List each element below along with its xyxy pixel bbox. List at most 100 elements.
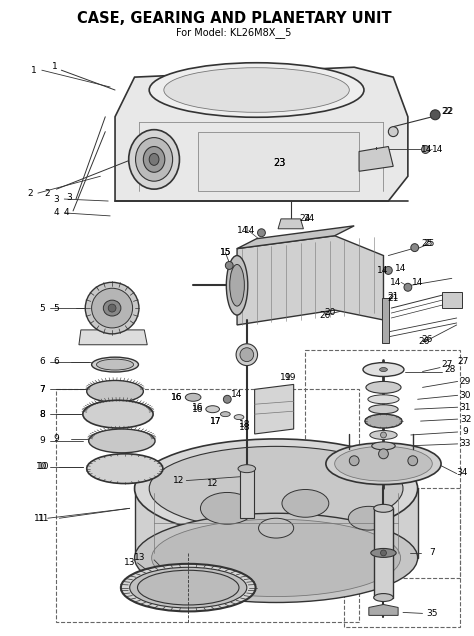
Circle shape	[381, 550, 386, 556]
Text: 11: 11	[34, 514, 46, 523]
Text: 16: 16	[192, 404, 204, 413]
Bar	[382, 298, 389, 343]
Ellipse shape	[326, 443, 441, 485]
Circle shape	[384, 266, 392, 274]
Ellipse shape	[152, 519, 401, 597]
Ellipse shape	[89, 429, 155, 453]
Text: 9: 9	[39, 436, 45, 445]
Bar	[345, 488, 460, 627]
Text: 14: 14	[377, 266, 388, 275]
Polygon shape	[369, 604, 398, 616]
Text: 33: 33	[460, 439, 471, 448]
Text: 8: 8	[39, 410, 45, 418]
Circle shape	[408, 456, 418, 466]
Ellipse shape	[226, 256, 248, 315]
Ellipse shape	[368, 395, 399, 404]
Text: 35: 35	[427, 609, 438, 618]
Text: 15: 15	[219, 248, 231, 257]
Circle shape	[430, 110, 440, 120]
Text: 17: 17	[210, 417, 221, 425]
Ellipse shape	[91, 357, 138, 372]
Text: CASE, GEARING AND PLANETARY UNIT: CASE, GEARING AND PLANETARY UNIT	[77, 11, 392, 26]
Ellipse shape	[220, 411, 230, 417]
Text: 8: 8	[39, 410, 45, 418]
Bar	[305, 350, 460, 577]
Text: 3: 3	[54, 195, 59, 204]
Polygon shape	[255, 384, 294, 434]
Polygon shape	[135, 488, 418, 558]
Text: 19: 19	[280, 373, 292, 382]
Text: 1: 1	[31, 66, 37, 74]
Text: 9: 9	[54, 434, 59, 443]
Text: 16: 16	[171, 393, 182, 402]
Text: 14: 14	[395, 264, 407, 273]
Ellipse shape	[206, 406, 219, 413]
Circle shape	[411, 244, 419, 252]
Ellipse shape	[149, 63, 364, 117]
Circle shape	[225, 261, 233, 270]
Text: 22: 22	[441, 107, 453, 116]
Text: 27: 27	[441, 360, 453, 369]
Ellipse shape	[149, 446, 403, 530]
Text: 2: 2	[44, 189, 49, 198]
Text: 16: 16	[192, 403, 204, 411]
Ellipse shape	[363, 363, 404, 377]
Ellipse shape	[348, 506, 389, 530]
Text: 9: 9	[463, 427, 468, 436]
Ellipse shape	[130, 567, 247, 608]
Text: 3: 3	[66, 193, 72, 202]
Circle shape	[349, 456, 359, 466]
Ellipse shape	[282, 490, 329, 517]
Text: 11: 11	[38, 514, 49, 523]
Text: 20: 20	[319, 310, 330, 319]
Ellipse shape	[371, 548, 396, 557]
Text: 24: 24	[304, 214, 315, 223]
Ellipse shape	[91, 288, 133, 328]
Ellipse shape	[83, 400, 153, 428]
Ellipse shape	[374, 504, 393, 512]
Text: 12: 12	[207, 479, 219, 488]
Ellipse shape	[164, 67, 349, 113]
Text: 21: 21	[388, 294, 399, 303]
Ellipse shape	[135, 439, 418, 538]
Text: 14: 14	[237, 226, 248, 235]
Text: 24: 24	[300, 214, 311, 223]
Text: 12: 12	[173, 476, 184, 485]
Text: 10: 10	[38, 462, 49, 471]
Text: 14: 14	[231, 390, 243, 399]
Circle shape	[381, 432, 386, 438]
Text: 7: 7	[429, 548, 435, 557]
Text: 19: 19	[285, 373, 297, 382]
Text: 26: 26	[419, 337, 430, 346]
Polygon shape	[278, 219, 303, 229]
Text: 5: 5	[54, 303, 59, 312]
Ellipse shape	[234, 415, 244, 420]
Ellipse shape	[366, 382, 401, 393]
Text: 14: 14	[412, 278, 423, 287]
Bar	[240, 469, 254, 518]
Polygon shape	[115, 67, 408, 201]
Text: 30: 30	[460, 391, 471, 400]
Circle shape	[421, 146, 429, 153]
Text: 21: 21	[388, 292, 399, 301]
Ellipse shape	[137, 570, 239, 605]
Ellipse shape	[85, 282, 139, 334]
Circle shape	[223, 396, 231, 403]
Ellipse shape	[258, 518, 294, 538]
Bar	[56, 389, 359, 622]
Ellipse shape	[230, 265, 245, 306]
Text: 18: 18	[239, 420, 251, 429]
Ellipse shape	[236, 344, 257, 366]
Bar	[198, 132, 359, 191]
Bar	[374, 508, 393, 598]
Ellipse shape	[185, 393, 201, 401]
Ellipse shape	[87, 454, 163, 483]
Text: 2: 2	[27, 189, 33, 198]
Text: 16: 16	[171, 393, 182, 402]
Circle shape	[404, 283, 412, 291]
Text: 25: 25	[422, 239, 433, 248]
Text: 4: 4	[64, 209, 69, 218]
Text: 32: 32	[460, 415, 471, 424]
Circle shape	[257, 229, 265, 237]
Circle shape	[388, 127, 398, 137]
